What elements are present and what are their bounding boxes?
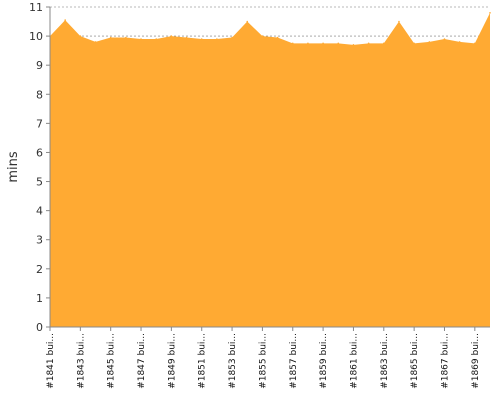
data-point xyxy=(367,42,370,45)
x-tick-label: #1865 bui... xyxy=(410,333,420,389)
y-tick-label: 7 xyxy=(36,117,43,130)
x-tick-label: #1845 bui... xyxy=(107,333,117,389)
data-point xyxy=(185,36,188,39)
data-point xyxy=(352,44,355,46)
x-tick-label: #1863 bui... xyxy=(380,333,390,389)
x-tick-label: #1867 bui... xyxy=(440,333,450,389)
area-series xyxy=(49,12,491,327)
data-point xyxy=(413,42,415,45)
x-tick-label: #1853 bui... xyxy=(228,333,238,389)
data-point xyxy=(79,35,82,37)
data-point xyxy=(307,42,309,45)
data-point xyxy=(458,41,461,43)
x-tick-label: #1849 bui... xyxy=(167,333,177,389)
y-tick-label: 10 xyxy=(29,30,43,43)
data-point xyxy=(94,41,97,43)
y-tick-label: 1 xyxy=(36,292,43,305)
data-point xyxy=(261,35,264,37)
y-tick-label: 0 xyxy=(36,321,43,334)
data-point xyxy=(246,20,249,23)
x-tick-label: #1861 bui... xyxy=(349,333,359,389)
y-tick-label: 2 xyxy=(36,263,43,276)
data-point xyxy=(216,38,218,40)
data-point xyxy=(170,35,173,37)
x-tick-label: #1855 bui... xyxy=(258,333,268,389)
y-tick-label: 4 xyxy=(36,205,43,218)
data-point xyxy=(64,19,66,21)
data-point xyxy=(428,41,431,43)
data-point xyxy=(322,42,324,45)
y-tick-label: 9 xyxy=(36,59,43,72)
data-point xyxy=(155,38,158,40)
y-axis-label: mins xyxy=(6,151,21,183)
data-point xyxy=(474,42,476,45)
area-fill xyxy=(50,12,490,327)
x-tick-labels: #1841 bui... #1843 bui... #1845 bui... #184… xyxy=(46,327,481,389)
x-tick-label: #1847 bui... xyxy=(137,333,147,389)
data-point xyxy=(231,36,233,39)
data-point xyxy=(109,36,112,39)
data-point xyxy=(276,36,279,39)
data-point xyxy=(443,38,446,40)
data-point xyxy=(398,20,400,23)
x-tick-label: #1841 bui... xyxy=(46,333,56,389)
y-tick-label: 11 xyxy=(29,1,43,14)
x-tick-label: #1859 bui... xyxy=(319,333,329,389)
y-tick-label: 5 xyxy=(36,176,43,189)
x-tick-label: #1857 bui... xyxy=(289,333,299,389)
y-tick-label: 6 xyxy=(36,146,43,159)
data-point xyxy=(200,38,203,40)
data-point xyxy=(489,12,491,14)
data-point xyxy=(382,42,385,45)
data-point xyxy=(291,42,294,45)
data-point xyxy=(125,36,127,39)
x-tick-label: #1843 bui... xyxy=(76,333,86,389)
x-tick-label: #1851 bui... xyxy=(198,333,208,389)
data-point xyxy=(140,38,142,40)
data-point xyxy=(337,42,340,45)
x-tick-label: #1869 bui... xyxy=(471,333,481,389)
y-tick-labels: 0 1 2 3 4 5 6 7 8 9 10 11 xyxy=(29,1,50,334)
axes xyxy=(49,7,490,328)
y-tick-label: 8 xyxy=(36,88,43,101)
y-tick-label: 3 xyxy=(36,234,43,247)
